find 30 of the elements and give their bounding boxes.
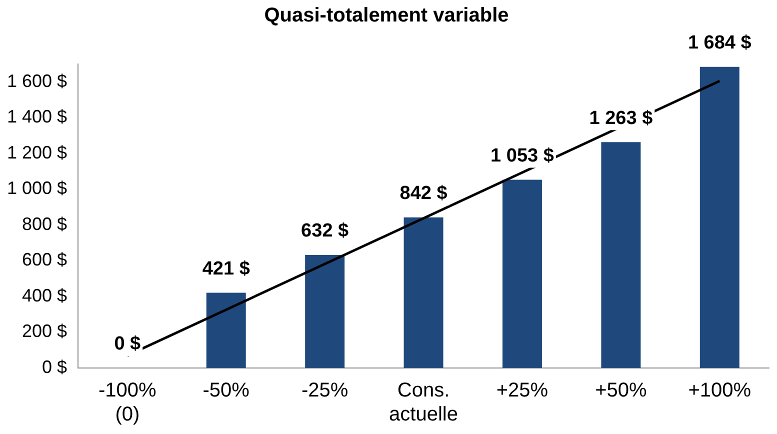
- x-tick-label: +100%: [688, 380, 752, 402]
- data-label: 421 $: [202, 258, 250, 280]
- data-label: 0 $: [114, 334, 142, 355]
- y-tick-label: 800 $: [22, 214, 68, 234]
- bar: [502, 180, 542, 368]
- bar: [404, 217, 444, 368]
- chart-title: Quasi-totalement variable: [264, 4, 509, 27]
- y-tick-label: 1 000 $: [6, 178, 68, 198]
- bar: [700, 66, 740, 368]
- y-tick-label: 1 600 $: [6, 70, 68, 91]
- y-tick-label: 1 200 $: [6, 142, 68, 162]
- data-label: 1 684 $: [688, 32, 752, 54]
- x-tick-label: -25%: [301, 380, 348, 402]
- x-tick-label: -50%: [202, 380, 250, 402]
- data-label: 842 $: [400, 183, 448, 204]
- bar: [305, 254, 345, 368]
- data-label: 1 053 $: [490, 145, 554, 166]
- x-tick-label: +50%: [595, 380, 648, 402]
- data-label: 1 263 $: [589, 108, 654, 129]
- bar: [601, 142, 641, 368]
- y-tick-label: 600 $: [22, 250, 68, 270]
- data-label: 632 $: [301, 220, 350, 242]
- bar: [206, 292, 246, 368]
- y-tick-label: 200 $: [22, 321, 68, 342]
- y-tick-label: 1 400 $: [6, 106, 68, 127]
- x-tick-label: -100% (0): [98, 380, 157, 426]
- x-tick-label: Cons. actuelle: [389, 380, 458, 426]
- y-tick-label: 400 $: [22, 285, 68, 306]
- x-tick-label: +25%: [496, 380, 548, 402]
- y-tick-label: 0 $: [42, 356, 68, 377]
